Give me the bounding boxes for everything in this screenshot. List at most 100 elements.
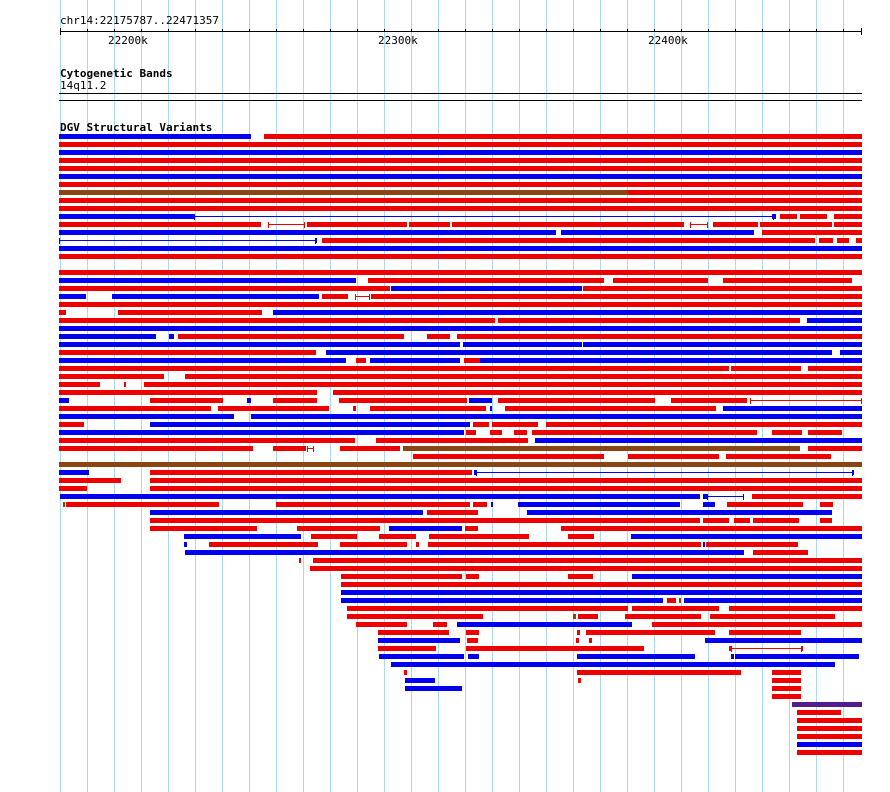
variant-bar[interactable]: [59, 390, 317, 395]
variant-bar[interactable]: [370, 358, 460, 363]
variant-bar[interactable]: [59, 286, 390, 291]
variant-bar[interactable]: [583, 286, 862, 291]
variant-bar[interactable]: [561, 526, 862, 531]
variant-bar[interactable]: [667, 598, 676, 603]
variant-bar[interactable]: [59, 446, 253, 451]
variant-bar[interactable]: [840, 350, 862, 355]
variant-bar[interactable]: [780, 214, 797, 219]
variant-bar[interactable]: [124, 382, 126, 387]
variant-bar[interactable]: [476, 646, 644, 651]
variant-bar[interactable]: [705, 638, 862, 643]
variant-bar[interactable]: [800, 214, 827, 219]
variant-bar[interactable]: [729, 630, 801, 635]
variant-bar[interactable]: [59, 222, 261, 227]
variant-bar[interactable]: [356, 622, 407, 627]
variant-bar[interactable]: [467, 638, 478, 643]
variant-bar[interactable]: [628, 190, 862, 195]
variant-bar[interactable]: [59, 414, 234, 419]
variant-bar[interactable]: [772, 686, 801, 691]
variant-bar[interactable]: [341, 598, 663, 603]
variant-bar[interactable]: [505, 406, 716, 411]
variant-bar[interactable]: [801, 646, 803, 651]
variant-bar[interactable]: [307, 222, 407, 227]
variant-bar[interactable]: [315, 238, 317, 243]
variant-bar[interactable]: [734, 518, 750, 523]
variant-bar[interactable]: [339, 398, 467, 403]
variant-bar[interactable]: [150, 526, 257, 531]
variant-bar[interactable]: [546, 422, 862, 427]
variant-bar[interactable]: [568, 574, 593, 579]
variant-bar[interactable]: [466, 630, 479, 635]
variant-bar[interactable]: [762, 230, 862, 235]
variant-bar[interactable]: [59, 422, 84, 427]
variant-bar[interactable]: [576, 638, 579, 643]
variant-bar[interactable]: [59, 294, 86, 299]
variant-bar[interactable]: [535, 438, 862, 443]
variant-bar[interactable]: [492, 422, 538, 427]
variant-bar[interactable]: [772, 430, 802, 435]
variant-bar[interactable]: [59, 182, 862, 187]
variant-bar[interactable]: [468, 654, 479, 659]
variant-bar[interactable]: [59, 150, 862, 155]
variant-bar[interactable]: [59, 206, 862, 211]
variant-bar[interactable]: [368, 278, 604, 283]
variant-bar[interactable]: [797, 718, 862, 723]
variant-bar[interactable]: [251, 414, 862, 419]
variant-bar[interactable]: [59, 270, 862, 275]
variant-bar[interactable]: [322, 238, 815, 243]
variant-bar[interactable]: [428, 542, 701, 547]
variant-bar[interactable]: [59, 166, 862, 171]
variant-bar[interactable]: [726, 454, 831, 459]
variant-bar[interactable]: [632, 606, 719, 611]
variant-bar[interactable]: [150, 470, 472, 475]
variant-bar[interactable]: [389, 526, 462, 531]
variant-bar[interactable]: [490, 430, 502, 435]
variant-bar[interactable]: [413, 454, 604, 459]
variant-bar[interactable]: [727, 502, 803, 507]
variant-bar[interactable]: [378, 630, 449, 635]
variant-bar[interactable]: [457, 334, 862, 339]
variant-bar[interactable]: [66, 502, 219, 507]
variant-bar[interactable]: [429, 534, 529, 539]
variant-bar[interactable]: [218, 406, 329, 411]
variant-bar[interactable]: [473, 502, 487, 507]
variant-bar[interactable]: [760, 222, 832, 227]
variant-bar[interactable]: [273, 398, 317, 403]
variant-bar[interactable]: [150, 398, 223, 403]
variant-bar[interactable]: [405, 686, 462, 691]
variant-bar[interactable]: [59, 438, 355, 443]
variant-bar[interactable]: [729, 646, 731, 651]
variant-bar[interactable]: [466, 574, 479, 579]
variant-bar[interactable]: [834, 214, 862, 219]
variant-bar[interactable]: [819, 238, 833, 243]
variant-bar[interactable]: [59, 230, 556, 235]
variant-bar[interactable]: [427, 510, 478, 515]
variant-bar[interactable]: [577, 670, 741, 675]
variant-bar[interactable]: [403, 446, 800, 451]
variant-bar[interactable]: [577, 654, 695, 659]
variant-bar[interactable]: [628, 454, 719, 459]
variant-bar[interactable]: [731, 366, 801, 371]
variant-bar[interactable]: [59, 158, 862, 163]
variant-bar[interactable]: [772, 678, 801, 683]
variant-bar[interactable]: [379, 654, 464, 659]
variant-bar[interactable]: [59, 374, 164, 379]
variant-bar[interactable]: [59, 310, 66, 315]
variant-bar[interactable]: [59, 406, 211, 411]
variant-bar[interactable]: [427, 334, 450, 339]
variant-bar[interactable]: [59, 318, 495, 323]
variant-bar[interactable]: [341, 582, 862, 587]
variant-bar[interactable]: [808, 430, 842, 435]
variant-bar[interactable]: [416, 542, 419, 547]
variant-bar[interactable]: [326, 350, 832, 355]
variant-bar[interactable]: [573, 614, 576, 619]
variant-bar[interactable]: [59, 326, 862, 331]
variant-bar[interactable]: [532, 430, 757, 435]
variant-bar[interactable]: [59, 134, 251, 139]
variant-bar[interactable]: [797, 750, 862, 755]
variant-bar[interactable]: [703, 494, 707, 499]
variant-bar[interactable]: [753, 550, 808, 555]
variant-bar[interactable]: [150, 518, 700, 523]
variant-bar[interactable]: [589, 638, 592, 643]
variant-bar[interactable]: [792, 702, 862, 707]
